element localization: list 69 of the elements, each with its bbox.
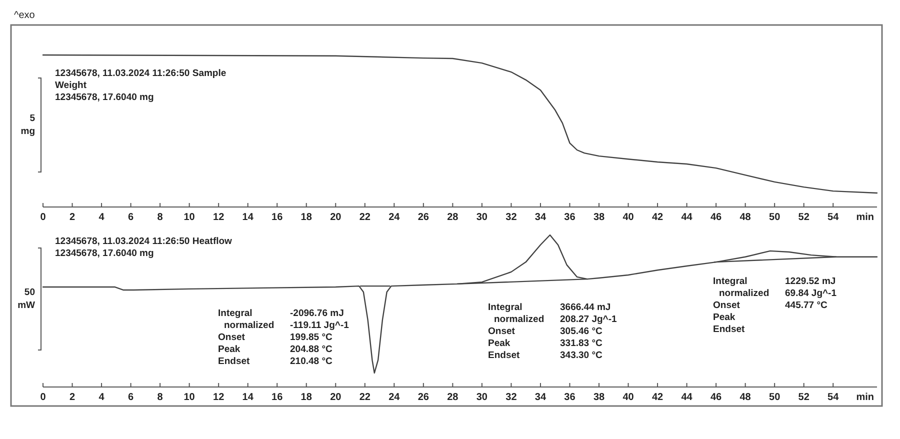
annotation: Integral normalized Onset Peak Endset [488, 302, 544, 361]
x-tick-label: 4 [98, 392, 105, 403]
x-tick-label: 30 [476, 392, 488, 403]
x-tick-label: 36 [564, 392, 576, 403]
x-tick-label: 26 [418, 212, 430, 223]
x-tick-label: 50 [769, 212, 781, 223]
x-tick-label: 30 [476, 212, 488, 223]
y-axis-title: 50 mW [18, 287, 36, 311]
x-tick-label: 46 [710, 392, 722, 403]
x-tick-label: 4 [98, 212, 105, 223]
x-axis-title: min [856, 392, 874, 403]
x-tick-label: 48 [740, 392, 752, 403]
x-axis-title: min [856, 212, 874, 223]
x-tick-label: 34 [534, 212, 546, 223]
annotation: -2096.76 mJ -119.11 Jg^-1 199.85 °C 204.88 °C 210.48 °C [290, 308, 350, 367]
x-tick-label: 20 [330, 392, 342, 403]
x-tick-label: 2 [69, 392, 76, 403]
x-tick-label: 2 [69, 212, 76, 223]
x-tick-label: 24 [388, 212, 400, 223]
chart-title: ^exo [14, 10, 36, 21]
x-tick-label: 52 [798, 392, 810, 403]
x-tick-label: 18 [300, 392, 312, 403]
x-tick-label: 46 [710, 212, 722, 223]
x-tick-label: 24 [388, 392, 400, 403]
x-tick-label: 6 [128, 212, 134, 223]
x-tick-label: 44 [681, 212, 693, 223]
x-tick-label: 50 [769, 392, 781, 403]
x-tick-label: 6 [128, 392, 134, 403]
x-tick-label: 8 [157, 392, 164, 403]
x-tick-label: 10 [184, 212, 196, 223]
x-tick-label: 44 [681, 392, 693, 403]
annotation: Integral normalized Onset Peak Endset [713, 276, 770, 335]
x-tick-label: 28 [447, 212, 459, 223]
x-tick-label: 16 [272, 392, 284, 403]
x-tick-label: 36 [564, 212, 576, 223]
x-tick-label: 0 [40, 212, 46, 223]
x-tick-label: 14 [242, 392, 254, 403]
x-tick-label: 54 [828, 212, 840, 223]
x-tick-label: 52 [798, 212, 810, 223]
x-tick-label: 34 [534, 392, 546, 403]
x-tick-label: 18 [300, 212, 312, 223]
annotation: Integral normalized Onset Peak Endset [218, 308, 274, 367]
x-tick-label: 38 [593, 392, 605, 403]
x-tick-label: 12 [213, 392, 225, 403]
x-tick-label: 10 [184, 392, 196, 403]
x-tick-label: 38 [593, 212, 605, 223]
x-tick-label: 16 [272, 212, 284, 223]
x-tick-label: 0 [40, 392, 46, 403]
y-axis-title: 5 mg [20, 113, 36, 137]
x-tick-label: 48 [740, 212, 752, 223]
annotation: 12345678, 11.03.2024 11:26:50 Heatflow 12345678, 17.6040 mg [55, 236, 233, 259]
annotation: 3666.44 mJ 208.27 Jg^-1 305.46 °C 331.83 °C 343.30 °C [560, 302, 618, 361]
x-tick-label: 22 [359, 212, 371, 223]
x-tick-label: 26 [418, 392, 430, 403]
x-tick-label: 40 [622, 392, 634, 403]
x-tick-label: 12 [213, 212, 225, 223]
x-tick-label: 22 [359, 392, 371, 403]
x-tick-label: 32 [506, 212, 518, 223]
x-tick-label: 42 [652, 392, 664, 403]
x-tick-label: 14 [242, 212, 254, 223]
x-tick-label: 40 [622, 212, 634, 223]
annotation: 1229.52 mJ 69.84 Jg^-1 445.77 °C [785, 276, 838, 311]
x-tick-label: 54 [828, 392, 840, 403]
x-tick-label: 28 [447, 392, 459, 403]
x-tick-label: 42 [652, 212, 664, 223]
x-tick-label: 20 [330, 212, 342, 223]
x-tick-label: 32 [506, 392, 518, 403]
annotation: 12345678, 11.03.2024 11:26:50 Sample Weight 12345678, 17.6040 mg [55, 68, 226, 103]
x-tick-label: 8 [157, 212, 164, 223]
